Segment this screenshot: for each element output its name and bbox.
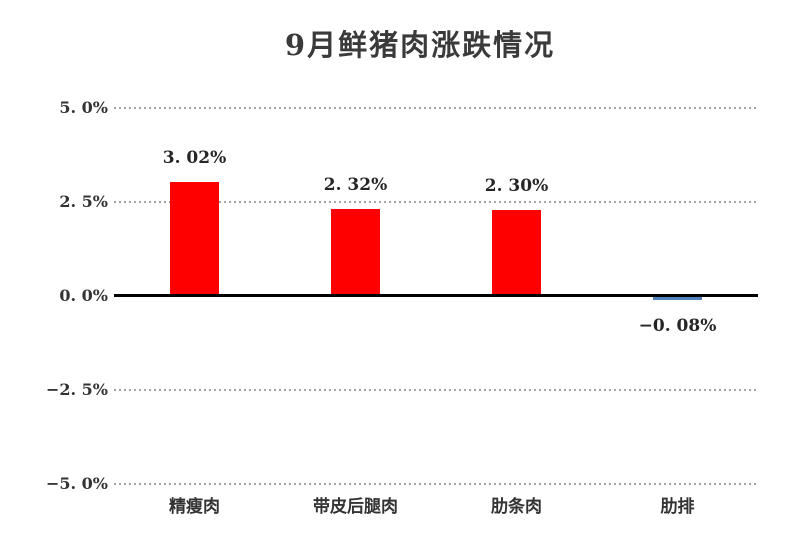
gridline-4	[114, 483, 758, 485]
chart-title: 9月鲜猪肉涨跌情况	[284, 28, 556, 62]
bar-0	[170, 182, 219, 296]
bar-value-label: 2. 32%	[323, 174, 388, 195]
x-axis-category-label: 肋排	[660, 497, 695, 517]
y-axis-tick-label: 2. 5%	[59, 192, 108, 211]
y-axis-tick-label: 5. 0%	[59, 98, 108, 117]
bar-1	[331, 208, 380, 296]
x-axis-category-label: 肋条肉	[491, 497, 542, 517]
bar-value-label: 2. 30%	[484, 175, 549, 196]
bar-2	[492, 209, 541, 296]
x-axis-category-label: 精瘦肉	[169, 497, 220, 517]
gridline-3	[114, 389, 758, 391]
gridline-0	[114, 107, 758, 109]
y-axis-tick-label: −2. 5%	[45, 380, 108, 399]
x-axis-category-label: 带皮后腿肉	[313, 497, 398, 517]
bar-3	[653, 297, 702, 300]
y-axis-tick-label: −5. 0%	[45, 474, 108, 493]
gridline-1	[114, 201, 758, 203]
bar-value-label: 3. 02%	[162, 148, 227, 169]
x-axis-line	[114, 294, 758, 297]
bar-value-label: −0. 08%	[638, 316, 717, 336]
y-axis-tick-label: 0. 0%	[59, 286, 108, 305]
